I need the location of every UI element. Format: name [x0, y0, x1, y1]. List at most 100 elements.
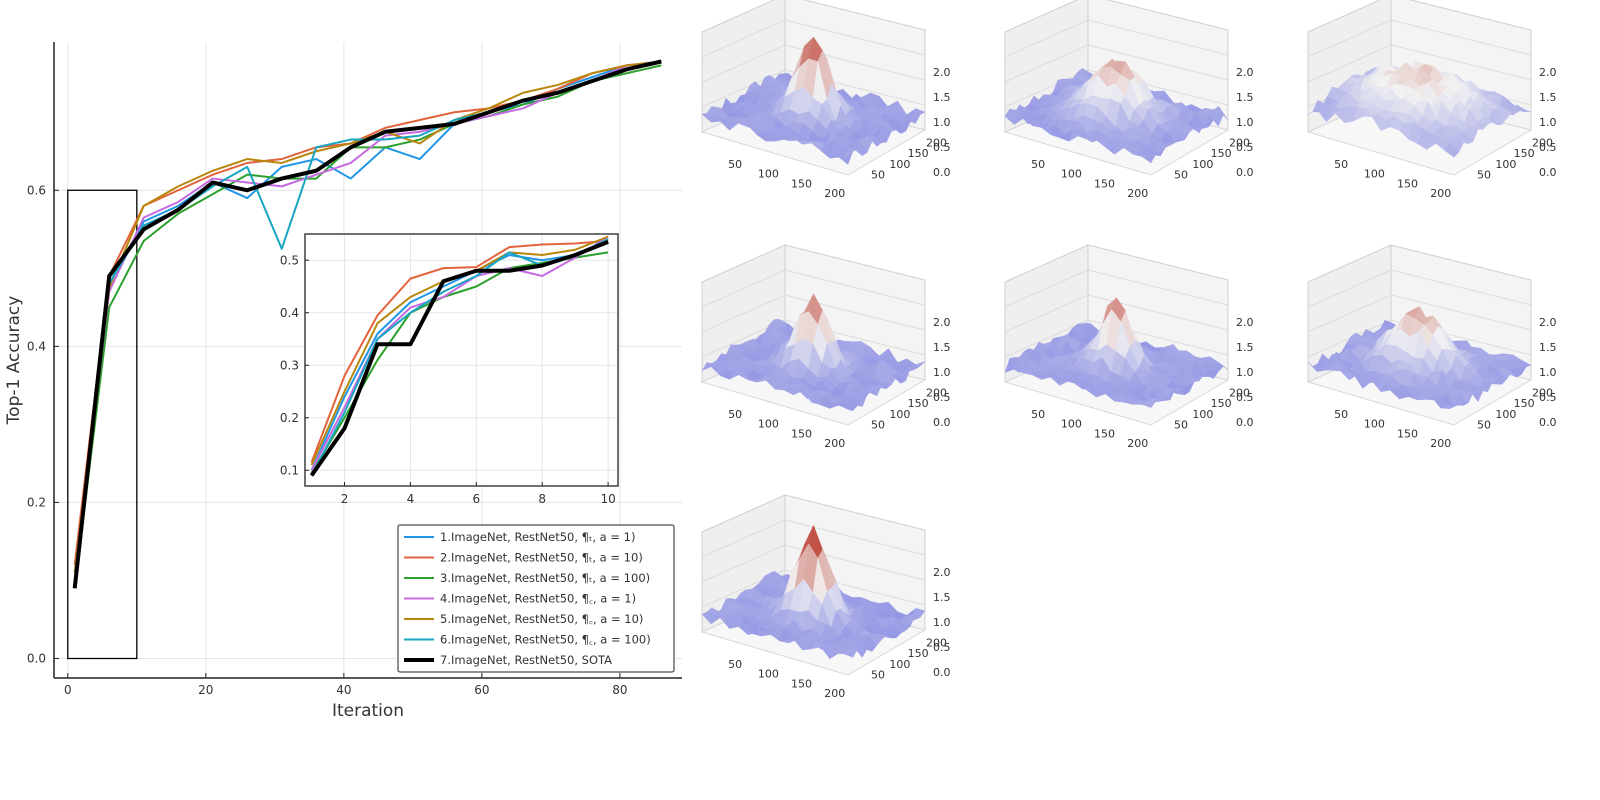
inset-chart: 2 4 6 8 10 0.1 0.2 0.3 0.4 0.5: [280, 233, 619, 506]
inset-x-tick-label: 6: [473, 492, 481, 506]
surface-x-tick-label: 200: [1430, 437, 1451, 450]
surface-y-tick-label: 150: [1211, 397, 1232, 410]
surface-cell: [838, 151, 853, 165]
surface-y-tick-label: 200: [926, 136, 947, 149]
surface-z-tick-label: 1.5: [933, 341, 951, 354]
surface-wall-gridline: [1004, 44, 1089, 83]
surface-x-tick-label: 200: [1127, 437, 1148, 450]
surface-z-tick-label: 1.0: [1539, 116, 1557, 129]
surface-z-tick-label: 0.0: [1236, 416, 1254, 429]
surface-mesh: [1004, 297, 1229, 409]
surface-x-tick-label: 200: [1127, 187, 1148, 200]
surface-x-tick-label: 150: [1397, 427, 1418, 440]
main-line-chart: 0 20 40 60 80 0.0 0.2 0.4 0.6 Iteration Top-1 Ac…: [4, 42, 682, 721]
legend-label-7: 7.ImageNet, RestNet50, SOTA: [440, 653, 612, 667]
surface-z-tick-label: 0.0: [933, 166, 951, 179]
surface-y-tick-label: 150: [1514, 397, 1535, 410]
surface-z-tick-label: 2.0: [1539, 316, 1557, 329]
surface-x-tick-label: 200: [1430, 187, 1451, 200]
surface-z-tick-label: 2.0: [933, 566, 951, 579]
surface-y-tick-label: 200: [1532, 386, 1553, 399]
surface-z-tick-label: 0.5: [933, 141, 951, 154]
y-tick-label: 0.6: [27, 183, 46, 197]
surface-z-tick-label: 2.0: [1236, 66, 1254, 79]
inset-series-line-2: [310, 239, 609, 463]
surface-z-tick-label: 0.5: [1236, 141, 1254, 154]
inset-x-tick-label: 8: [538, 492, 546, 506]
surface-z-tick-label: 1.0: [1236, 116, 1254, 129]
inset-x-tick-label: 4: [407, 492, 415, 506]
surface-y-tick-label: 200: [926, 386, 947, 399]
surface-z-tick-label: 0.0: [933, 416, 951, 429]
surface-wall-gridline: [1390, 294, 1532, 331]
inset-series-line-4: [310, 235, 609, 471]
main-series-group: [72, 59, 662, 589]
surface-mesh: [1004, 58, 1229, 164]
surface-x-tick-label: 150: [791, 427, 812, 440]
series-line-7: [72, 59, 662, 589]
surface-y-tick-label: 100: [1495, 158, 1516, 171]
surface-z-tick-label: 1.5: [933, 91, 951, 104]
surface-y-tick-label: 100: [889, 658, 910, 671]
surface-z-tick-label: 0.5: [1539, 141, 1557, 154]
surface-y-tick-label: 50: [871, 169, 885, 182]
surface-wall-gridline: [1390, 269, 1532, 306]
surface-y-tick-label: 150: [908, 147, 929, 160]
inset-series-line-7: [309, 240, 609, 477]
surface-z-tick-label: 0.5: [933, 641, 951, 654]
surface-wall-gridline: [1307, 44, 1392, 83]
surface-x-tick-label: 100: [1061, 418, 1082, 431]
x-tick-label: 20: [198, 683, 213, 697]
surface-y-tick-label: 150: [1514, 147, 1535, 160]
surface-wall-gridline: [784, 294, 926, 331]
surface-x-tick-label: 100: [1061, 168, 1082, 181]
zoom-box-rect: [67, 189, 138, 660]
inset-y-tick-label: 0.4: [280, 306, 299, 320]
surface-z-tick-label: 0.0: [1539, 416, 1557, 429]
surface-z-tick-label: 1.5: [1539, 91, 1557, 104]
inset-background: [305, 234, 618, 486]
surface-wall-gridline: [1004, 69, 1089, 108]
inset-series-line-1: [310, 240, 609, 471]
surface-x-tick-label: 150: [791, 677, 812, 690]
surface-z-tick-label: 1.0: [1236, 366, 1254, 379]
surface-x-tick-label: 100: [1364, 168, 1385, 181]
surface-wall-gridline: [701, 19, 786, 58]
surface-z-tick-label: 2.0: [1539, 66, 1557, 79]
surface-y-tick-label: 100: [1192, 408, 1213, 421]
surface-wall-gridline: [784, 269, 926, 306]
surface-wall-gridline: [1390, 19, 1532, 56]
surface-cell: [838, 652, 853, 658]
surface-wall-gridline: [1307, 269, 1392, 308]
surface-x-tick-label: 50: [1031, 408, 1045, 421]
surface-x-tick-label: 150: [791, 177, 812, 190]
legend-label-6: 6.ImageNet, RestNet50, ¶꜀, a = 100): [440, 633, 651, 647]
surface-z-tick-label: 1.0: [933, 116, 951, 129]
surface-wall-gridline: [701, 269, 786, 308]
surface-z-tick-label: 1.5: [933, 591, 951, 604]
surface-y-tick-label: 50: [871, 669, 885, 682]
surface-x-tick-label: 100: [1364, 418, 1385, 431]
surface-y-tick-label: 150: [908, 397, 929, 410]
x-axis-label: Iteration: [332, 701, 404, 721]
y-axis-label: Top-1 Accuracy: [4, 296, 24, 426]
y-tick-label: 0.0: [27, 651, 46, 665]
surface-x-tick-label: 100: [758, 418, 779, 431]
surface-x-tick-label: 200: [824, 437, 845, 450]
surface-wall-gridline: [784, 519, 926, 556]
legend-label-4: 4.ImageNet, RestNet50, ¶꜀, a = 1): [440, 592, 636, 606]
surface-x-tick-label: 200: [824, 187, 845, 200]
surface-y-tick-label: 50: [1477, 169, 1491, 182]
inset-y-tick-label: 0.5: [280, 253, 299, 267]
surface-cell: [1141, 154, 1157, 164]
legend-label-2: 2.ImageNet, RestNet50, ¶ₜ, a = 10): [440, 551, 643, 565]
surface-z-tick-label: 1.0: [933, 616, 951, 629]
surface-mesh: [701, 293, 926, 411]
surface-y-tick-label: 50: [1174, 419, 1188, 432]
